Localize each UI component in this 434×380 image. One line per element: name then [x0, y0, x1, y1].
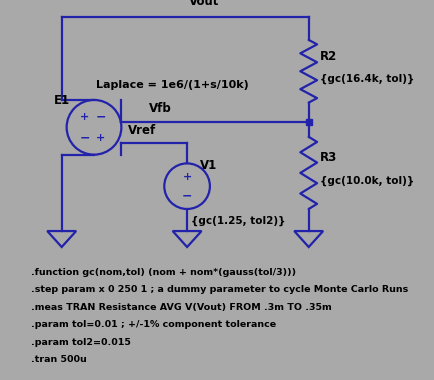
Text: .meas TRAN Resistance AVG V(Vout) FROM .3m TO .35m: .meas TRAN Resistance AVG V(Vout) FROM .…	[31, 303, 331, 312]
Text: {gc(10.0k, tol)}: {gc(10.0k, tol)}	[319, 175, 414, 186]
Text: .tran 500u: .tran 500u	[31, 355, 87, 364]
Text: {gc(1.25, tol2)}: {gc(1.25, tol2)}	[191, 215, 285, 226]
Text: R2: R2	[319, 49, 337, 63]
Text: Vout: Vout	[189, 0, 219, 8]
Text: −: −	[181, 189, 192, 202]
Text: +: +	[182, 172, 191, 182]
Text: .param tol=0.01 ; +/-1% component tolerance: .param tol=0.01 ; +/-1% component tolera…	[31, 320, 276, 329]
Text: R3: R3	[319, 151, 337, 164]
Text: E1: E1	[54, 94, 70, 107]
Text: V1: V1	[200, 159, 217, 172]
Text: .step param x 0 250 1 ; a dummy parameter to cycle Monte Carlo Runs: .step param x 0 250 1 ; a dummy paramete…	[31, 285, 408, 294]
Text: −: −	[79, 131, 89, 144]
Text: −: −	[95, 110, 106, 123]
Text: {gc(16.4k, tol)}: {gc(16.4k, tol)}	[319, 74, 414, 84]
Text: .param tol2=0.015: .param tol2=0.015	[31, 338, 131, 347]
Text: +: +	[80, 112, 89, 122]
Text: Laplace = 1e6/(1+s/10k): Laplace = 1e6/(1+s/10k)	[95, 81, 248, 90]
Text: Vref: Vref	[128, 124, 156, 137]
Text: Vfb: Vfb	[149, 102, 171, 115]
Text: +: +	[96, 133, 105, 143]
Text: .function gc(nom,tol) (nom + nom*(gauss(tol/3))): .function gc(nom,tol) (nom + nom*(gauss(…	[31, 268, 296, 277]
